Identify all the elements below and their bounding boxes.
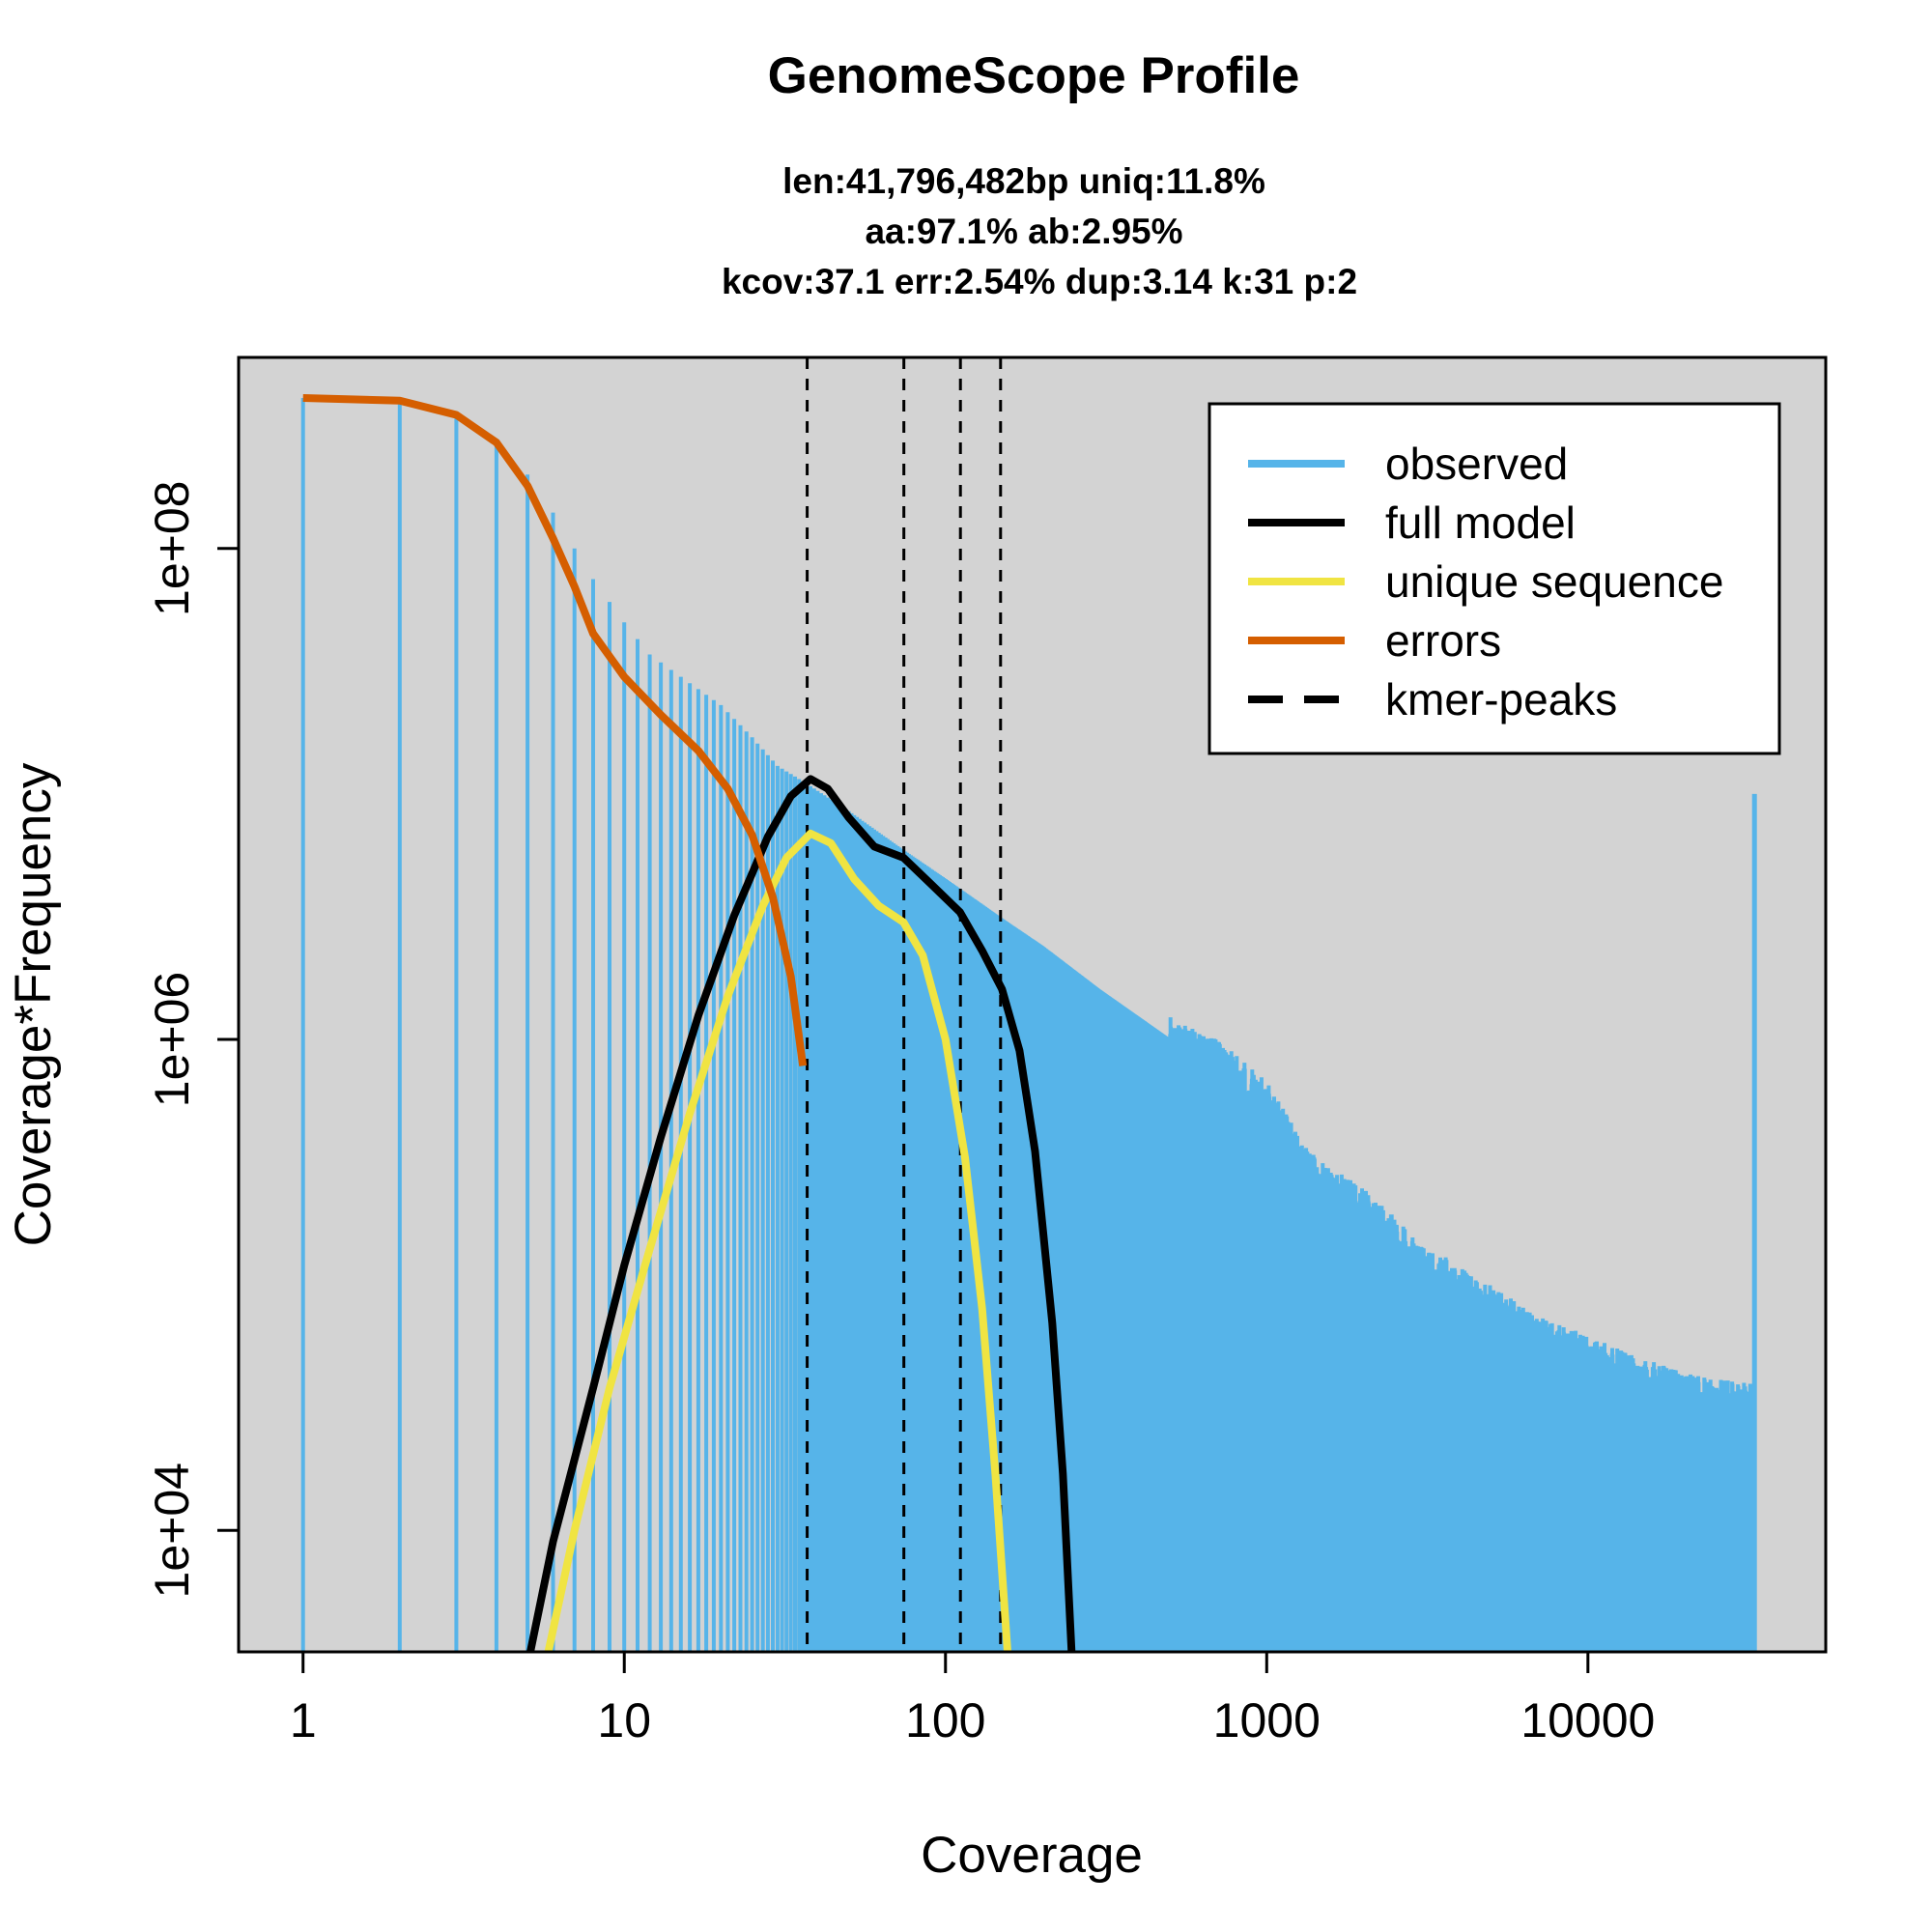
y-tick-label-2: 1e+06 (145, 972, 199, 1107)
legend-label-errors: errors (1385, 615, 1501, 666)
model-lines (302, 394, 1076, 1653)
legend-label-observed: observed (1385, 439, 1568, 489)
x-tick-label-2: 10 (597, 1693, 651, 1747)
chart-subtitle-line-3: kcov:37.1 err:2.54% dup:3.14 k:31 p:2 (722, 262, 1357, 301)
series-line-unique-sequence (544, 829, 1011, 1653)
chart-subtitle-line-1: len:41,796,482bp uniq:11.8% (782, 161, 1265, 201)
y-axis: 1e+04 1e+06 1e+08 (145, 481, 239, 1598)
legend-label-unique-sequence: unique sequence (1385, 556, 1723, 607)
series-line-full-model (526, 775, 1076, 1653)
x-tick-label-4: 1000 (1213, 1693, 1321, 1747)
x-tick-label-1: 1 (290, 1693, 317, 1747)
x-tick-label-5: 10000 (1520, 1693, 1655, 1747)
observed-series (300, 398, 1757, 1652)
chart-title: GenomeScope Profile (768, 47, 1300, 104)
series-line-errors (302, 394, 808, 1066)
observed-bars (300, 398, 1757, 1652)
kmer-peak-lines (806, 357, 1003, 1652)
plot-frame (237, 355, 1828, 1654)
x-tick-label-3: 100 (905, 1693, 985, 1747)
x-axis: 1 10 100 1000 10000 (290, 1652, 1655, 1747)
legend-label-kmer-peaks: kmer-peaks (1385, 674, 1617, 724)
x-axis-label: Coverage (921, 1827, 1143, 1884)
y-tick-label-1: 1e+04 (145, 1463, 199, 1598)
y-tick-label-3: 1e+08 (145, 481, 199, 616)
chart-subtitle-line-2: aa:97.1% ab:2.95% (865, 212, 1182, 251)
legend-label-full-model: full model (1385, 497, 1576, 548)
y-axis-label: Coverage*Frequency (5, 762, 62, 1246)
legend: observed full model unique sequence errors k… (1208, 402, 1781, 755)
